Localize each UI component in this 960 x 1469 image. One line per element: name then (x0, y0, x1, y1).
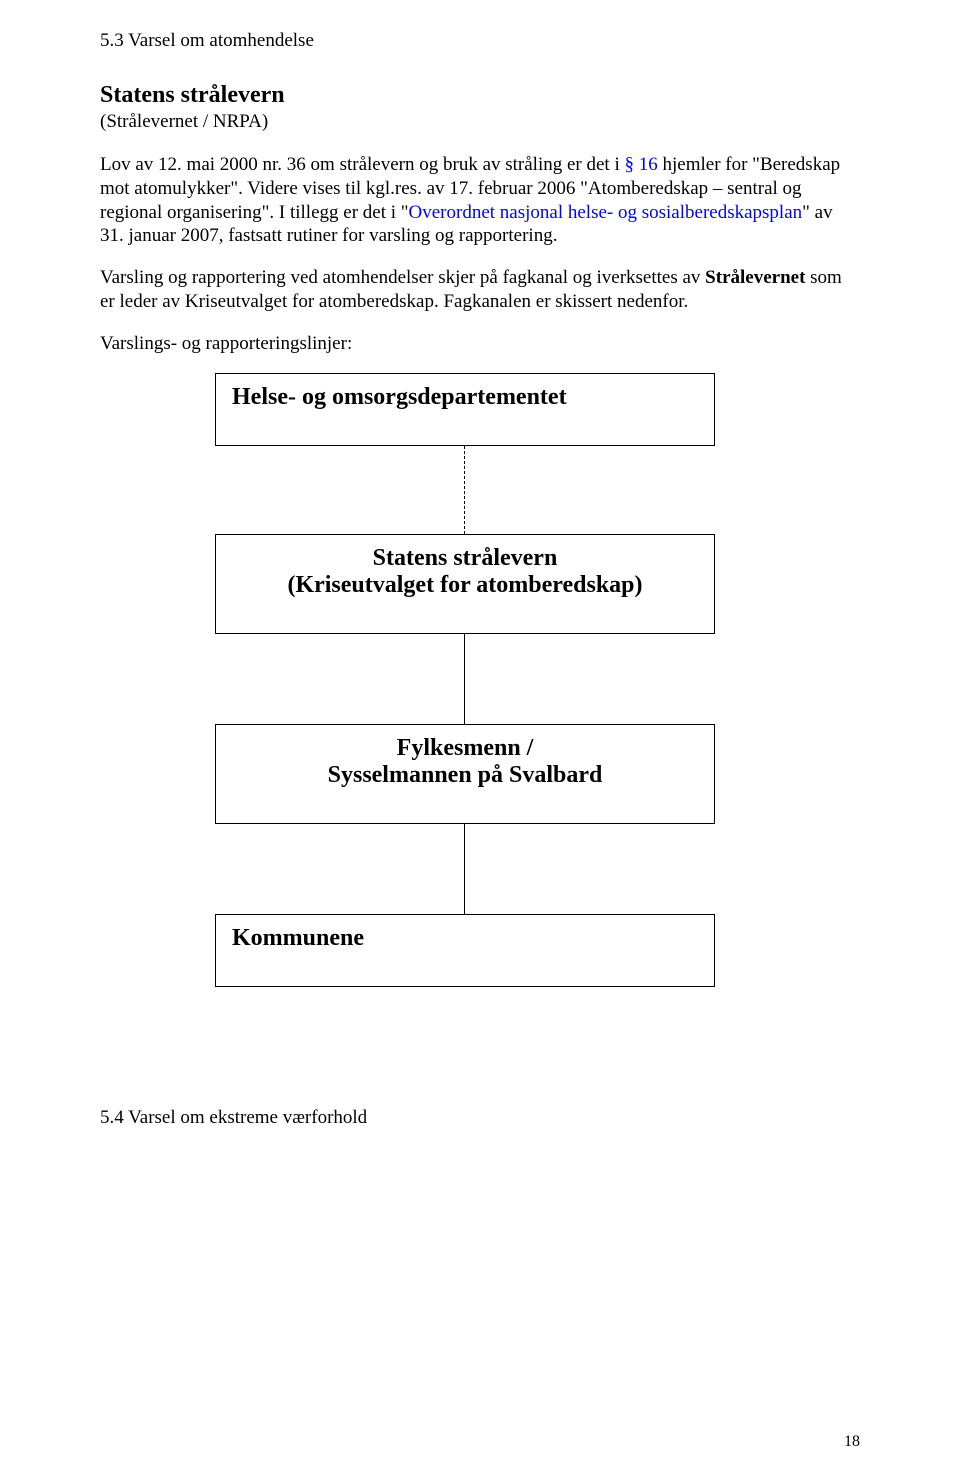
node-3-line1: Fylkesmenn / (232, 735, 698, 762)
node-2-line2: (Kriseutvalget for atomberedskap) (232, 572, 698, 599)
node-1-line1: Helse- og omsorgsdepartementet (232, 384, 698, 411)
node-3-line2: Sysselmannen på Svalbard (232, 762, 698, 789)
para2-text1: Varsling og rapportering ved atomhendels… (100, 267, 705, 288)
section-heading: 5.3 Varsel om atomhendelse (100, 30, 860, 52)
org-subtitle: (Strålevernet / NRPA) (100, 111, 860, 133)
link-overordnet-plan[interactable]: Overordnet nasjonal helse- og sosialbere… (409, 202, 803, 223)
org-title: Statens strålevern (100, 82, 860, 109)
node-4-line1: Kommunene (232, 925, 698, 952)
footer-heading: 5.4 Varsel om ekstreme værforhold (100, 1107, 860, 1129)
page-number: 18 (844, 1433, 860, 1451)
paragraph-1: Lov av 12. mai 2000 nr. 36 om strålevern… (100, 153, 860, 248)
flowchart-connector-3 (464, 824, 715, 914)
link-section-16[interactable]: § 16 (625, 154, 658, 175)
node-2-line1: Statens strålevern (232, 545, 698, 572)
flowchart-connector-2 (464, 634, 715, 724)
para2-bold: Strålevernet (705, 267, 805, 288)
paragraph-3: Varslings- og rapporteringslinjer: (100, 332, 860, 356)
flowchart-node-1: Helse- og omsorgsdepartementet (215, 373, 715, 446)
flowchart-node-2: Statens strålevern (Kriseutvalget for at… (215, 534, 715, 634)
flowchart-node-4: Kommunene (215, 914, 715, 987)
flowchart-node-3: Fylkesmenn / Sysselmannen på Svalbard (215, 724, 715, 824)
paragraph-2: Varsling og rapportering ved atomhendels… (100, 266, 860, 314)
para1-text1: Lov av 12. mai 2000 nr. 36 om strålevern… (100, 154, 625, 175)
flowchart-connector-1 (464, 446, 715, 534)
flowchart: Helse- og omsorgsdepartementet Statens s… (215, 373, 715, 987)
